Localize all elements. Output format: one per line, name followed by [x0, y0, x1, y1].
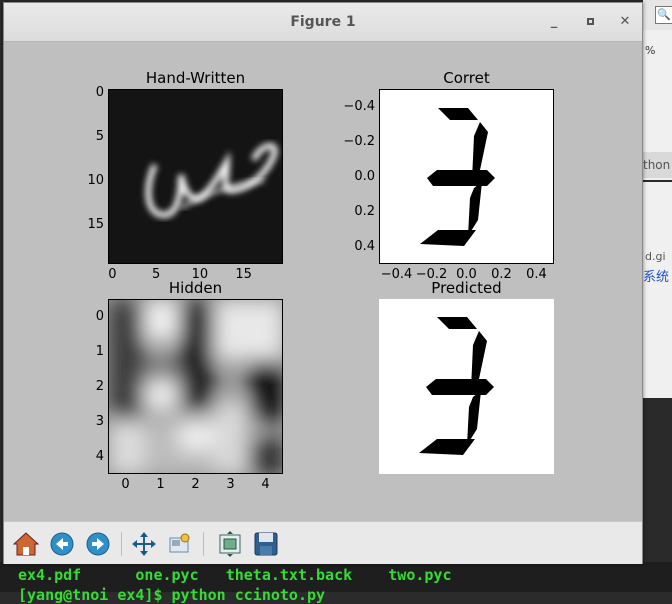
background-terminal-edge	[643, 398, 672, 592]
background-desktop-right: 🔍 % thon d.gi 系统	[643, 0, 672, 592]
figure-canvas[interactable]: Hand-Written 0 5 10 15 0 5 10 15 Corret	[4, 42, 642, 521]
x-tick-label: 1	[156, 477, 165, 492]
terminal-line: [yang@tnoi ex4]$ python ccinoto.py	[18, 586, 326, 604]
maximize-icon	[586, 18, 594, 25]
y-tick-label: 15	[87, 216, 104, 232]
seven-segment-three	[420, 108, 495, 246]
close-button[interactable]: ✕	[615, 12, 635, 32]
background-tab: thon	[643, 152, 672, 178]
maximize-button[interactable]	[580, 12, 600, 32]
background-divider	[643, 180, 672, 182]
predicted-digit-image	[379, 299, 554, 474]
y-tick-label: 0	[95, 308, 104, 324]
pan-button[interactable]	[130, 530, 158, 558]
search-icon: 🔍	[655, 6, 672, 24]
x-tick-label: 0	[108, 267, 117, 282]
x-tick-label: 2	[191, 477, 200, 492]
terminal-line: ex4.pdf one.pyc theta.txt.back two.pyc	[18, 566, 452, 584]
save-icon	[254, 532, 278, 556]
background-link: d.gi	[645, 250, 666, 263]
back-button[interactable]	[48, 530, 76, 558]
hidden-layer-image	[108, 299, 283, 474]
background-cn-text: 系统	[643, 270, 670, 285]
x-tick-label: 4	[261, 477, 270, 492]
y-tick-label: 0	[95, 85, 104, 101]
minimize-icon: _	[550, 14, 558, 29]
subplot-title: Predicted	[431, 279, 502, 297]
x-tick-label: −0.2	[415, 267, 448, 282]
forward-arrow-icon	[86, 532, 110, 556]
figure-window: Figure 1 _ ✕ Hand-Written 0 5 10 15 0 5 10 15	[3, 2, 643, 564]
y-tick-label: −0.2	[343, 133, 375, 149]
save-button[interactable]	[252, 530, 280, 558]
close-icon: ✕	[619, 14, 631, 29]
x-tick-label: −0.4	[380, 267, 413, 282]
y-tick-label: −0.4	[343, 98, 375, 114]
y-tick-label: 5	[95, 129, 104, 145]
terminal-background: ex4.pdf one.pyc theta.txt.back two.pyc […	[0, 562, 672, 604]
subplot-title: Hidden	[168, 279, 223, 297]
handwritten-image	[108, 89, 283, 264]
y-tick-label: 3	[95, 413, 104, 429]
y-tick-label: 4	[95, 448, 104, 464]
zoom-button[interactable]	[166, 530, 194, 558]
x-tick-label: 0.0	[456, 267, 477, 282]
y-tick-label: 0.4	[354, 238, 375, 254]
forward-button[interactable]	[84, 530, 112, 558]
x-tick-label: 0.2	[491, 267, 512, 282]
home-button[interactable]	[12, 530, 40, 558]
x-tick-label: 5	[151, 267, 161, 282]
title-bar[interactable]: Figure 1 _ ✕	[4, 3, 642, 42]
correct-digit-image	[379, 89, 554, 264]
subplots-button[interactable]	[216, 530, 244, 558]
minimize-button[interactable]: _	[544, 12, 564, 32]
x-tick-label: 15	[235, 267, 252, 282]
back-arrow-icon	[50, 532, 74, 556]
x-tick-label: 0.4	[526, 267, 547, 282]
navigation-toolbar	[4, 521, 642, 564]
seven-segment-three	[419, 317, 494, 455]
subplots-config-icon	[219, 531, 241, 557]
subplot-title: Corret	[443, 69, 490, 87]
y-tick-label: 2	[95, 378, 104, 394]
subplot-title: Hand-Written	[145, 69, 246, 87]
background-zoom-text: %	[645, 44, 656, 57]
y-tick-label: 0.2	[354, 203, 375, 219]
y-tick-label: 1	[95, 343, 104, 359]
window-title: Figure 1	[290, 14, 356, 30]
handwritten-digit-image	[109, 90, 282, 263]
zoom-icon	[169, 533, 190, 553]
toolbar-separator	[121, 532, 122, 556]
y-tick-label: 10	[87, 172, 104, 188]
home-icon	[12, 532, 40, 556]
pan-icon	[132, 532, 156, 556]
y-tick-label: 0.0	[354, 168, 375, 184]
x-tick-label: 0	[121, 477, 130, 492]
x-tick-label: 3	[226, 477, 235, 492]
hidden-activation-map	[109, 300, 282, 473]
toolbar-separator	[203, 532, 204, 556]
x-tick-label: 10	[191, 267, 209, 282]
